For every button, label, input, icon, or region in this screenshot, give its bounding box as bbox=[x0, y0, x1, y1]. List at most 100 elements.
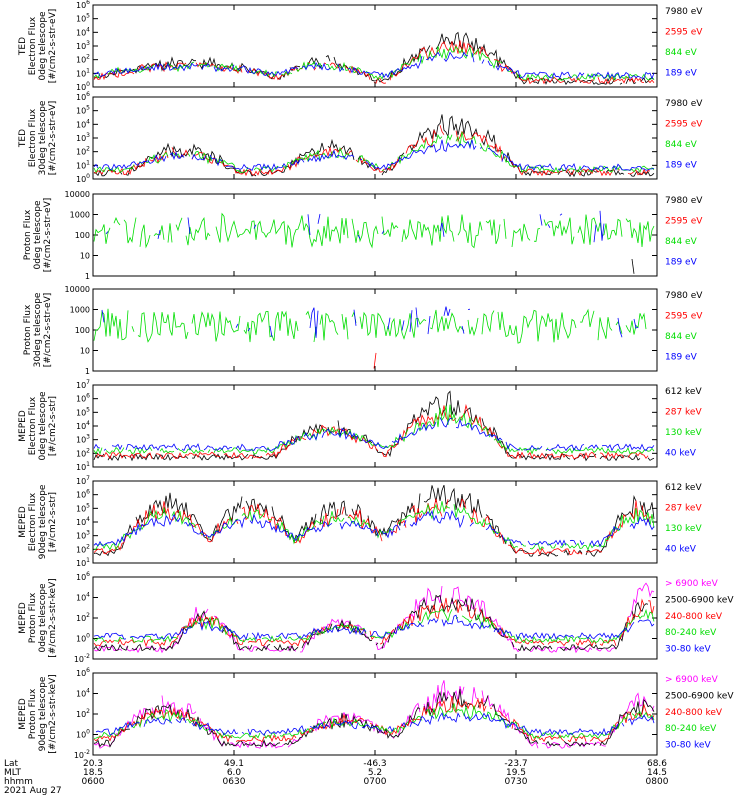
y-tick-label: 103 bbox=[76, 434, 90, 445]
y-tick-label: 104 bbox=[76, 118, 90, 129]
y-tick-label: 10 bbox=[80, 347, 90, 356]
y-axis-label: 0deg telescope bbox=[38, 583, 48, 653]
legend-entry: 80-240 keV bbox=[665, 724, 717, 734]
series-trace bbox=[93, 608, 655, 644]
y-tick-label: 104 bbox=[76, 420, 90, 431]
legend-entry: 7980 eV bbox=[665, 99, 703, 109]
y-tick-label: 106 bbox=[76, 0, 90, 10]
y-tick-label: 100 bbox=[75, 326, 90, 335]
series-trace bbox=[93, 696, 655, 743]
y-tick-label: 105 bbox=[76, 105, 90, 116]
y-axis-label: MEPED bbox=[18, 506, 28, 538]
y-tick-label: 102 bbox=[76, 447, 90, 458]
y-axis-label: Proton Flux bbox=[28, 592, 38, 643]
y-tick-label: 10-2 bbox=[74, 653, 90, 664]
y-tick-label: 1 bbox=[85, 367, 90, 376]
legend-entry: 189 eV bbox=[665, 353, 698, 363]
legend-entry: 240-800 keV bbox=[665, 708, 723, 718]
y-tick-label: 106 bbox=[76, 393, 90, 404]
y-axis-label: [#/cm2-s-str-eV] bbox=[48, 101, 58, 176]
y-tick-label: 105 bbox=[76, 13, 90, 24]
y-axis-label: 30deg telescope bbox=[38, 100, 48, 175]
y-tick-label: 107 bbox=[76, 475, 90, 486]
y-axis-label: 30deg telescope bbox=[33, 292, 43, 367]
legend-entry: 2500-6900 keV bbox=[665, 691, 734, 701]
series-trace bbox=[632, 259, 644, 274]
y-tick-label: 10000 bbox=[65, 285, 90, 294]
panel-frame bbox=[92, 576, 658, 660]
legend-entry: 189 eV bbox=[665, 161, 698, 171]
x-tick-label: 0630 bbox=[223, 777, 246, 787]
legend-entry: 7980 eV bbox=[665, 291, 703, 301]
y-tick-label: 1 bbox=[85, 272, 90, 281]
y-axis-label: [#/cm2-s-str-eV] bbox=[43, 293, 53, 368]
y-tick-label: 1000 bbox=[70, 211, 90, 220]
y-tick-label: 106 bbox=[76, 667, 90, 678]
legend-entry: 130 keV bbox=[665, 428, 702, 438]
y-axis-label: [#/cm2-s-str-keV] bbox=[48, 578, 58, 657]
legend-entry: 2595 eV bbox=[665, 217, 703, 227]
legend-entry: 2595 eV bbox=[665, 120, 703, 130]
y-axis-label: Electron Flux bbox=[28, 492, 38, 551]
y-tick-label: 102 bbox=[76, 543, 90, 554]
legend-entry: 612 keV bbox=[665, 387, 702, 397]
y-axis-label: MEPED bbox=[18, 698, 28, 730]
x-tick-label: 68.6 bbox=[647, 759, 667, 769]
legend-entry: 287 keV bbox=[665, 504, 702, 514]
series-trace bbox=[94, 309, 654, 343]
series-trace bbox=[106, 211, 652, 242]
legend-entry: 130 keV bbox=[665, 524, 702, 534]
panel-frame bbox=[92, 4, 658, 88]
x-axis-row-label: hhmm bbox=[4, 777, 33, 787]
y-tick-label: 10-2 bbox=[74, 749, 90, 760]
y-tick-label: 105 bbox=[76, 406, 90, 417]
legend-entry: 30-80 keV bbox=[665, 741, 711, 751]
x-tick-label: -46.3 bbox=[363, 759, 386, 769]
y-tick-label: 100 bbox=[76, 633, 90, 644]
y-tick-label: 102 bbox=[76, 146, 90, 157]
x-axis-row-label: Lat bbox=[4, 759, 19, 769]
panel-frame bbox=[92, 480, 658, 564]
series-trace bbox=[101, 306, 639, 338]
legend-entry: 40 keV bbox=[665, 449, 697, 459]
x-tick-label: 49.1 bbox=[224, 759, 244, 769]
y-axis-label: [#/cm2-s-str-eV] bbox=[48, 9, 58, 84]
series-trace bbox=[93, 417, 655, 452]
y-tick-label: 104 bbox=[76, 688, 90, 699]
legend-entry: 844 eV bbox=[665, 237, 698, 247]
legend-entry: 7980 eV bbox=[665, 196, 703, 206]
series-trace bbox=[93, 509, 655, 548]
y-tick-label: 1000 bbox=[70, 306, 90, 315]
legend-entry: 2595 eV bbox=[665, 312, 703, 322]
y-tick-label: 100 bbox=[76, 81, 90, 92]
series-trace bbox=[374, 353, 648, 370]
y-axis-label: 0deg telescope bbox=[33, 200, 43, 270]
y-axis-label: 0deg telescope bbox=[38, 11, 48, 81]
y-tick-label: 104 bbox=[76, 592, 90, 603]
legend-entry: 7980 eV bbox=[665, 7, 703, 17]
y-tick-label: 101 bbox=[76, 461, 90, 472]
x-axis-row-label: MLT bbox=[4, 768, 22, 778]
legend-entry: 30-80 keV bbox=[665, 645, 711, 655]
y-tick-label: 104 bbox=[76, 516, 90, 527]
x-tick-label: 0700 bbox=[364, 777, 387, 787]
legend-entry: > 6900 keV bbox=[665, 579, 719, 589]
y-tick-label: 10 bbox=[80, 252, 90, 261]
series-trace bbox=[93, 114, 655, 178]
legend-entry: 80-240 keV bbox=[665, 628, 717, 638]
panel-frame bbox=[92, 193, 658, 277]
legend-entry: 40 keV bbox=[665, 545, 697, 555]
series-trace bbox=[93, 614, 655, 641]
legend-entry: 287 keV bbox=[665, 408, 702, 418]
y-axis-label: Electron Flux bbox=[28, 108, 38, 167]
y-axis-label: Proton Flux bbox=[23, 304, 33, 355]
series-trace bbox=[93, 703, 655, 739]
legend-entry: 844 eV bbox=[665, 140, 698, 150]
legend-entry: 2500-6900 keV bbox=[665, 595, 734, 605]
y-axis-label: 90deg telescope bbox=[38, 676, 48, 751]
y-axis-label: [#/cm2-s-str-eV] bbox=[43, 198, 53, 273]
legend-entry: 612 keV bbox=[665, 483, 702, 493]
series-trace bbox=[95, 712, 655, 736]
y-tick-label: 106 bbox=[76, 571, 90, 582]
series-trace bbox=[94, 51, 655, 80]
